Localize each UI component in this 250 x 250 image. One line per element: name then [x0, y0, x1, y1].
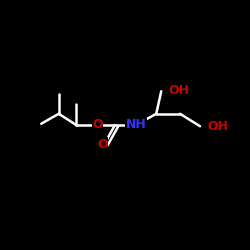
Text: OH: OH — [208, 120, 229, 133]
Text: NH: NH — [126, 118, 146, 132]
Text: O: O — [97, 138, 108, 151]
Text: OH: OH — [169, 84, 190, 96]
Text: O: O — [92, 118, 103, 132]
